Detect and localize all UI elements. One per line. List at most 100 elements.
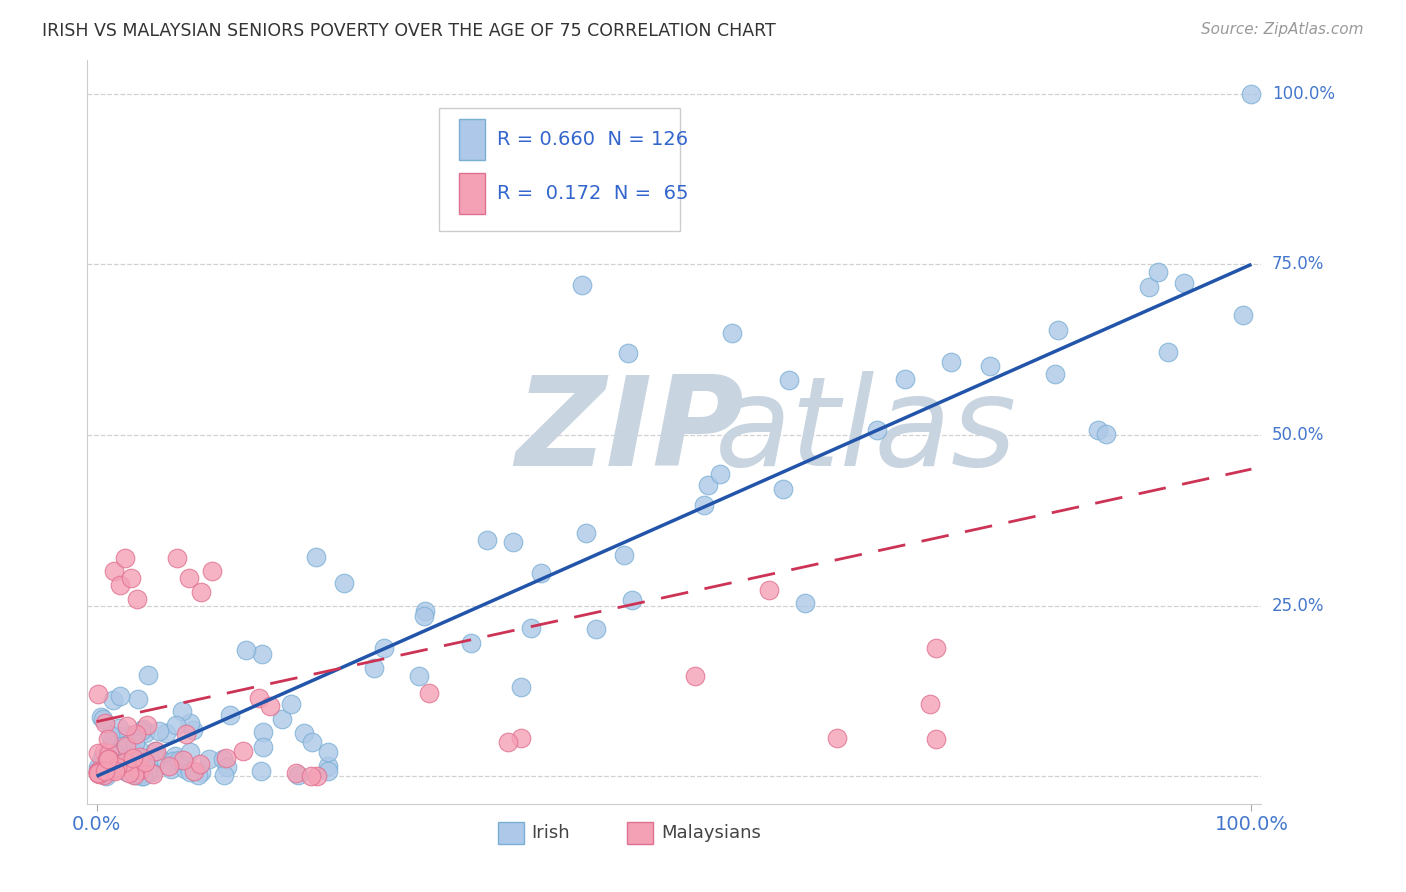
Point — [979, 359, 1001, 373]
Point — [115, 739, 138, 753]
Point — [1232, 308, 1254, 322]
Point — [418, 685, 440, 699]
Point — [373, 641, 395, 656]
Point — [617, 346, 640, 360]
Point — [121, 750, 143, 764]
Point — [155, 725, 177, 739]
Point — [118, 730, 141, 744]
Point — [141, 764, 163, 779]
Point — [148, 724, 170, 739]
Point — [104, 764, 127, 778]
Point — [271, 712, 294, 726]
Text: R =  0.172  N =  65: R = 0.172 N = 65 — [496, 184, 689, 202]
Point — [575, 526, 598, 541]
Point — [96, 753, 118, 767]
Point — [108, 739, 131, 753]
Point — [87, 764, 110, 779]
Point — [299, 768, 322, 782]
Point — [697, 477, 720, 491]
Point — [496, 734, 519, 748]
Text: 75.0%: 75.0% — [1272, 255, 1324, 273]
Point — [134, 755, 156, 769]
Point — [363, 661, 385, 675]
Point — [90, 709, 112, 723]
Point — [1240, 87, 1263, 101]
Point — [120, 571, 142, 585]
Text: Irish: Irish — [531, 824, 569, 842]
Point — [301, 734, 323, 748]
Point — [621, 593, 644, 607]
Point — [613, 549, 636, 563]
Point — [252, 725, 274, 739]
Point — [110, 689, 132, 703]
Point — [198, 752, 221, 766]
Point — [91, 751, 114, 765]
Point — [918, 697, 941, 711]
Point — [693, 498, 716, 512]
Point — [132, 723, 155, 737]
Point — [111, 739, 134, 754]
Point — [132, 768, 155, 782]
Point — [413, 609, 436, 624]
Point — [114, 756, 136, 770]
Point — [134, 755, 156, 769]
Point — [111, 756, 134, 771]
Point — [571, 277, 593, 292]
Point — [97, 731, 120, 746]
Point — [87, 766, 110, 780]
Point — [125, 591, 148, 606]
Point — [174, 758, 197, 772]
Point — [924, 640, 946, 655]
Point — [122, 746, 145, 760]
Point — [159, 762, 181, 776]
Point — [167, 753, 190, 767]
Point — [145, 744, 167, 758]
Point — [103, 764, 125, 778]
Point — [117, 739, 139, 754]
Point — [287, 768, 309, 782]
Point — [105, 760, 128, 774]
Bar — [498, 822, 524, 845]
Point — [127, 691, 149, 706]
Text: Malaysians: Malaysians — [661, 824, 761, 842]
Point — [502, 534, 524, 549]
Point — [176, 727, 198, 741]
Point — [125, 727, 148, 741]
Point — [939, 355, 962, 369]
Point — [149, 751, 172, 765]
Point — [128, 767, 150, 781]
Point — [166, 550, 188, 565]
Text: Source: ZipAtlas.com: Source: ZipAtlas.com — [1201, 22, 1364, 37]
Point — [108, 721, 131, 735]
Point — [94, 715, 117, 730]
Point — [124, 746, 146, 760]
Point — [772, 482, 794, 496]
Point — [118, 765, 141, 780]
Point — [96, 767, 118, 781]
Point — [190, 756, 212, 771]
Bar — [627, 822, 652, 845]
Point — [165, 749, 187, 764]
Point — [925, 732, 948, 747]
Point — [187, 767, 209, 781]
Text: 100.0%: 100.0% — [1272, 85, 1334, 103]
Point — [179, 764, 201, 779]
Point — [685, 669, 707, 683]
Point — [720, 326, 742, 340]
Text: IRISH VS MALAYSIAN SENIORS POVERTY OVER THE AGE OF 75 CORRELATION CHART: IRISH VS MALAYSIAN SENIORS POVERTY OVER … — [42, 22, 776, 40]
Point — [1043, 367, 1066, 381]
Point — [125, 757, 148, 772]
Point — [124, 748, 146, 763]
Point — [98, 752, 121, 766]
Point — [250, 647, 273, 661]
Text: 25.0%: 25.0% — [1272, 597, 1324, 615]
Point — [252, 739, 274, 754]
Point — [90, 753, 112, 767]
Point — [530, 566, 553, 580]
Point — [489, 210, 512, 224]
Point — [285, 765, 308, 780]
Point — [145, 744, 167, 758]
Point — [1173, 277, 1195, 291]
Point — [93, 745, 115, 759]
Point — [232, 744, 254, 758]
